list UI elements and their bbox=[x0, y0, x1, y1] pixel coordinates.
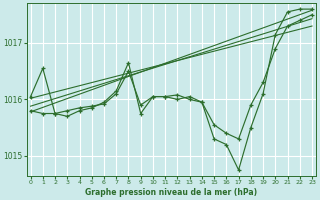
X-axis label: Graphe pression niveau de la mer (hPa): Graphe pression niveau de la mer (hPa) bbox=[85, 188, 257, 197]
